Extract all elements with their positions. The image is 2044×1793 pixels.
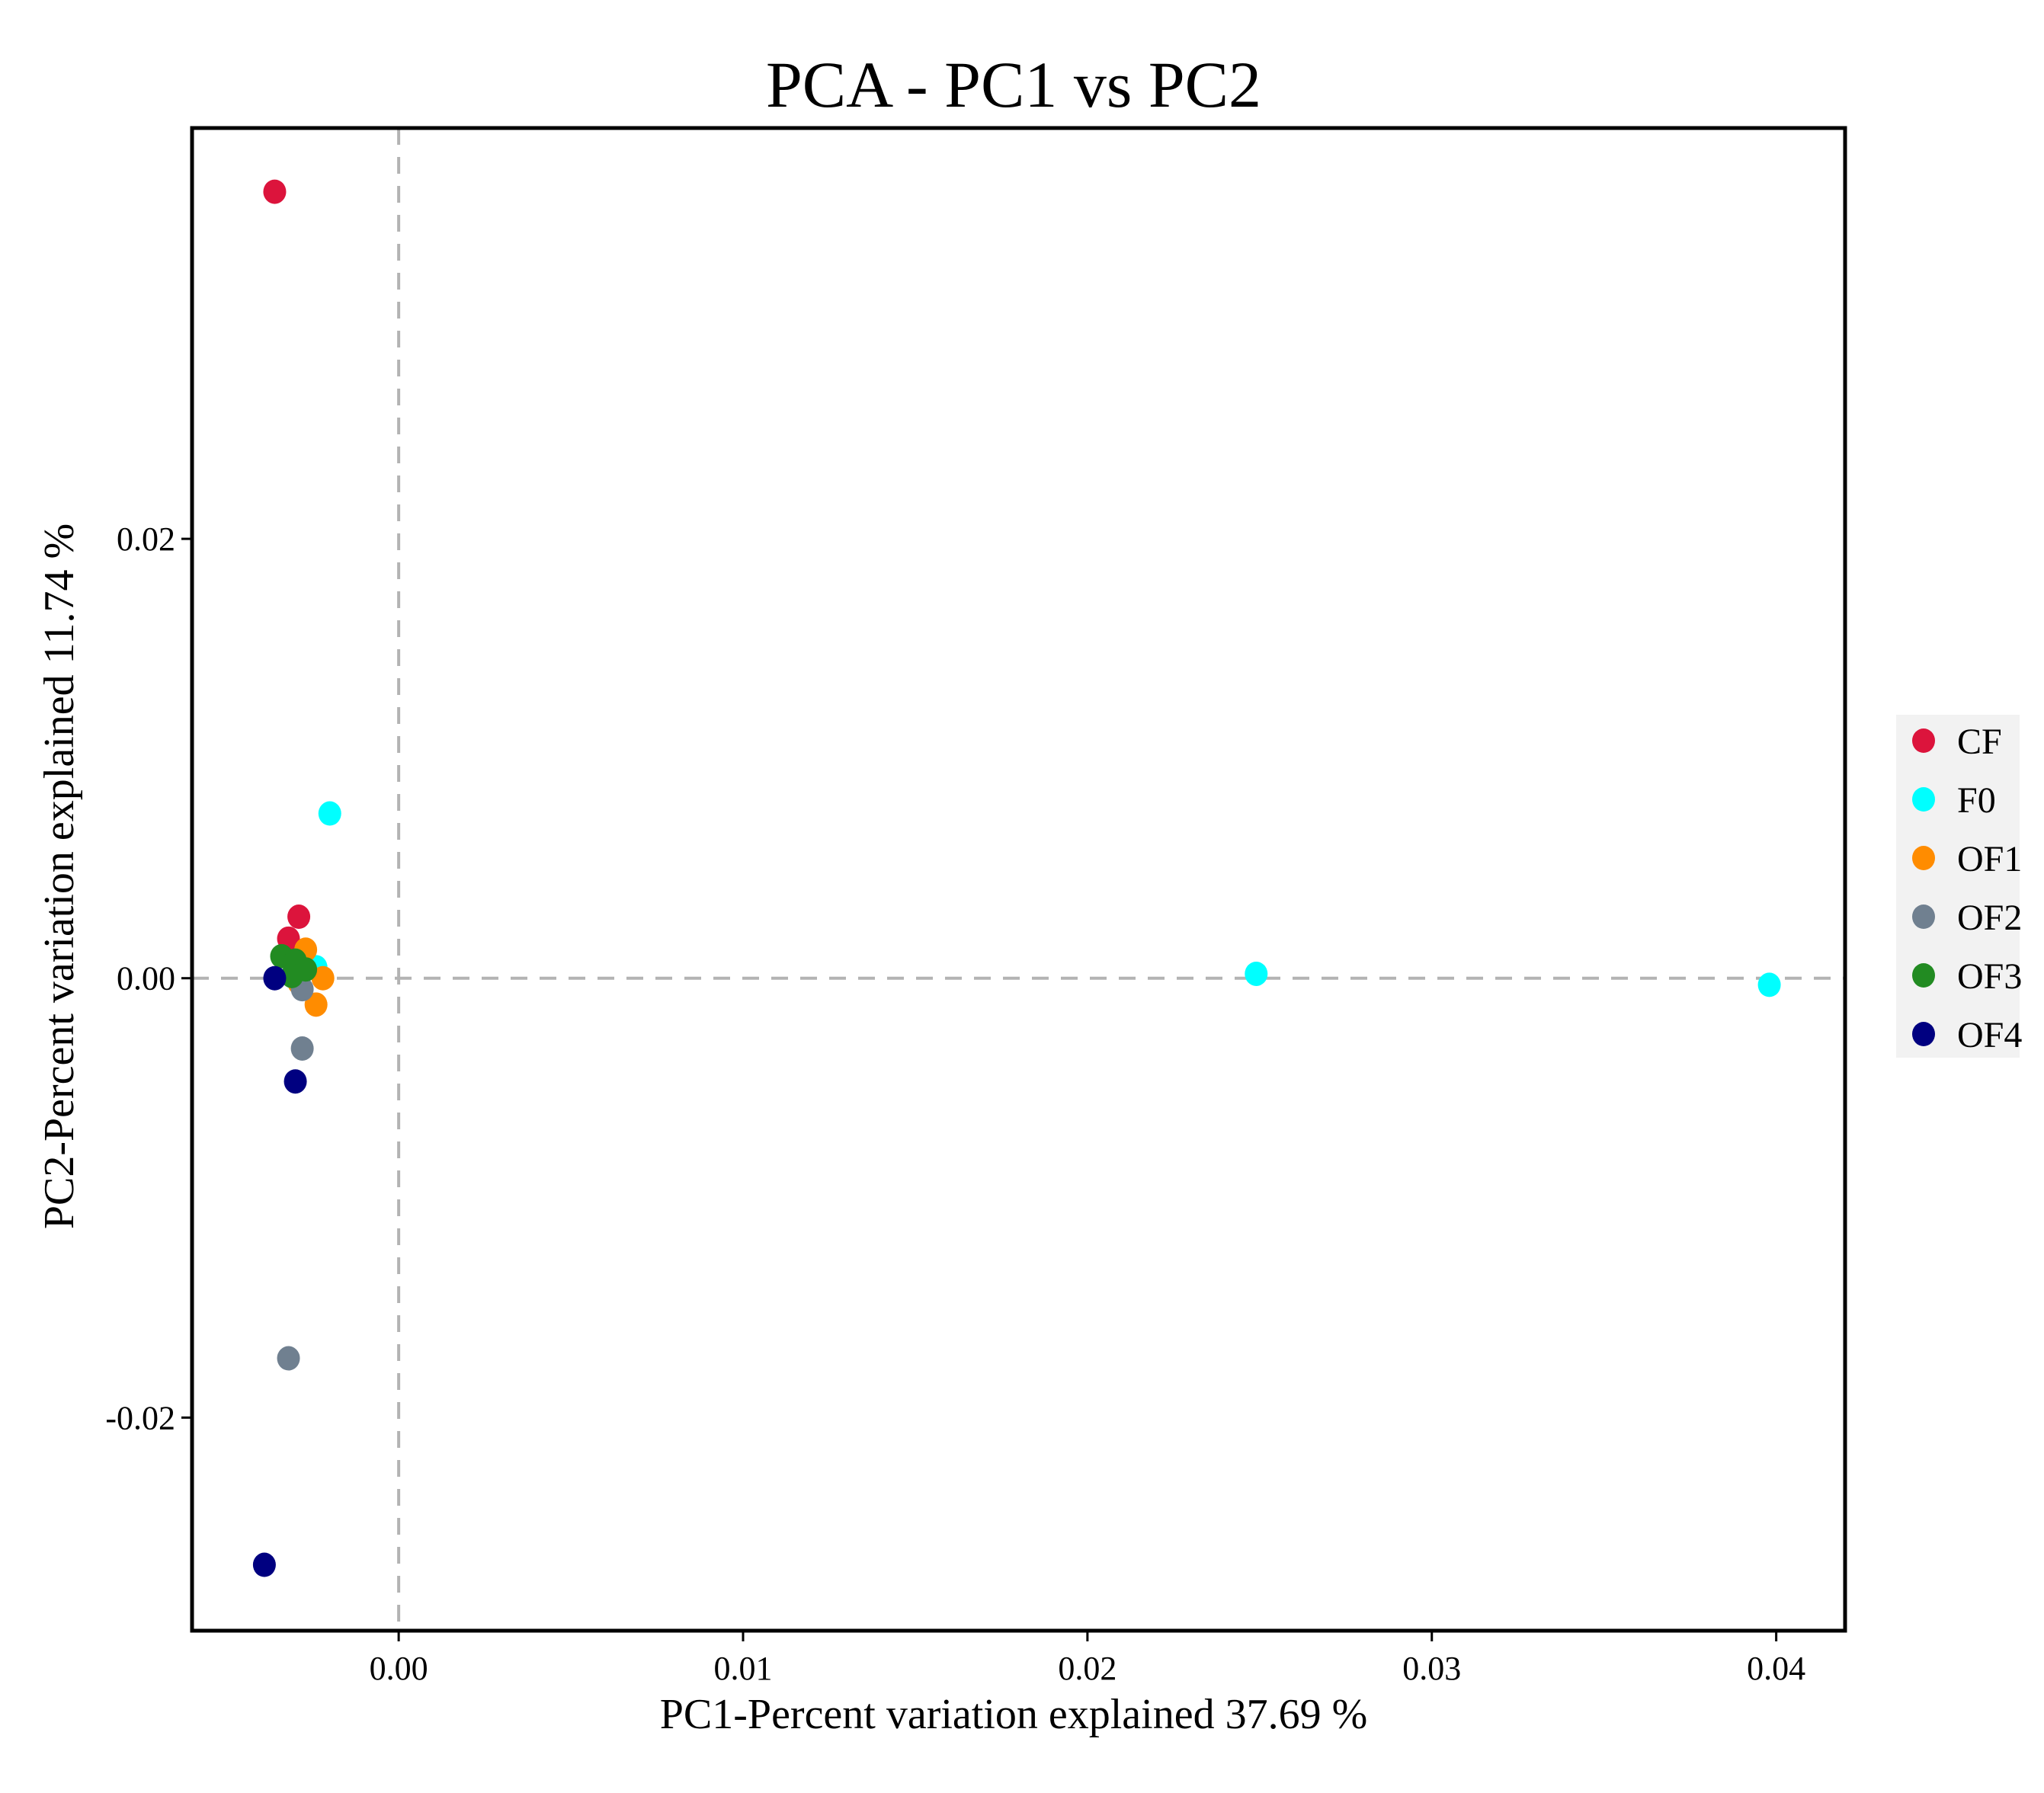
legend-label-of4: OF4 [1957, 1015, 2022, 1055]
data-point-of4 [252, 1552, 276, 1577]
x-axis-label: PC1-Percent variation explained 37.69 % [660, 1691, 1367, 1738]
data-point-f0 [1757, 972, 1781, 997]
data-point-f0 [318, 801, 341, 826]
legend-marker-of2 [1912, 905, 1935, 929]
y-axis-ticks: 0.02 0.00 -0.02 [105, 520, 192, 1436]
x-tick-label: 0.02 [1058, 1650, 1117, 1687]
data-point-of1 [311, 965, 335, 991]
legend-marker-cf [1912, 728, 1935, 753]
legend: CF F0 OF1 OF2 OF3 OF4 [1896, 715, 2022, 1058]
reference-lines [192, 128, 1845, 1631]
y-axis-label: PC2-Percent variation explained 11.74 % [36, 523, 83, 1229]
data-point-of4 [263, 965, 287, 991]
legend-label-of2: OF2 [1957, 898, 2022, 938]
data-point-of3 [294, 957, 318, 982]
data-point-cf [263, 179, 287, 204]
data-point-of2 [277, 1346, 300, 1371]
legend-label-of1: OF1 [1957, 839, 2022, 879]
y-tick-label: 0.02 [117, 520, 175, 558]
chart-title: PCA - PC1 vs PC2 [766, 48, 1261, 121]
data-point-f0 [1245, 961, 1268, 986]
data-point-of2 [290, 1036, 314, 1061]
data-point-of4 [284, 1069, 307, 1094]
legend-marker-f0 [1912, 787, 1935, 812]
data-points [252, 179, 1781, 1577]
y-tick-label: 0.00 [117, 960, 175, 997]
legend-background [1896, 715, 2020, 1058]
legend-label-of3: OF3 [1957, 956, 2022, 997]
x-tick-label: 0.00 [370, 1650, 428, 1687]
x-tick-label: 0.01 [714, 1650, 773, 1687]
legend-marker-of3 [1912, 963, 1935, 988]
x-tick-label: 0.03 [1402, 1650, 1461, 1687]
y-tick-label: -0.02 [105, 1399, 175, 1436]
x-tick-label: 0.04 [1747, 1650, 1805, 1687]
legend-marker-of1 [1912, 846, 1935, 870]
legend-label-f0: F0 [1957, 780, 1996, 821]
x-axis-ticks: 0.00 0.01 0.02 0.03 0.04 [370, 1631, 1805, 1687]
legend-marker-of4 [1912, 1022, 1935, 1046]
data-point-cf [287, 905, 311, 930]
plot-frame [190, 126, 1847, 1633]
data-point-of1 [304, 992, 328, 1017]
legend-label-cf: CF [1957, 722, 2002, 762]
